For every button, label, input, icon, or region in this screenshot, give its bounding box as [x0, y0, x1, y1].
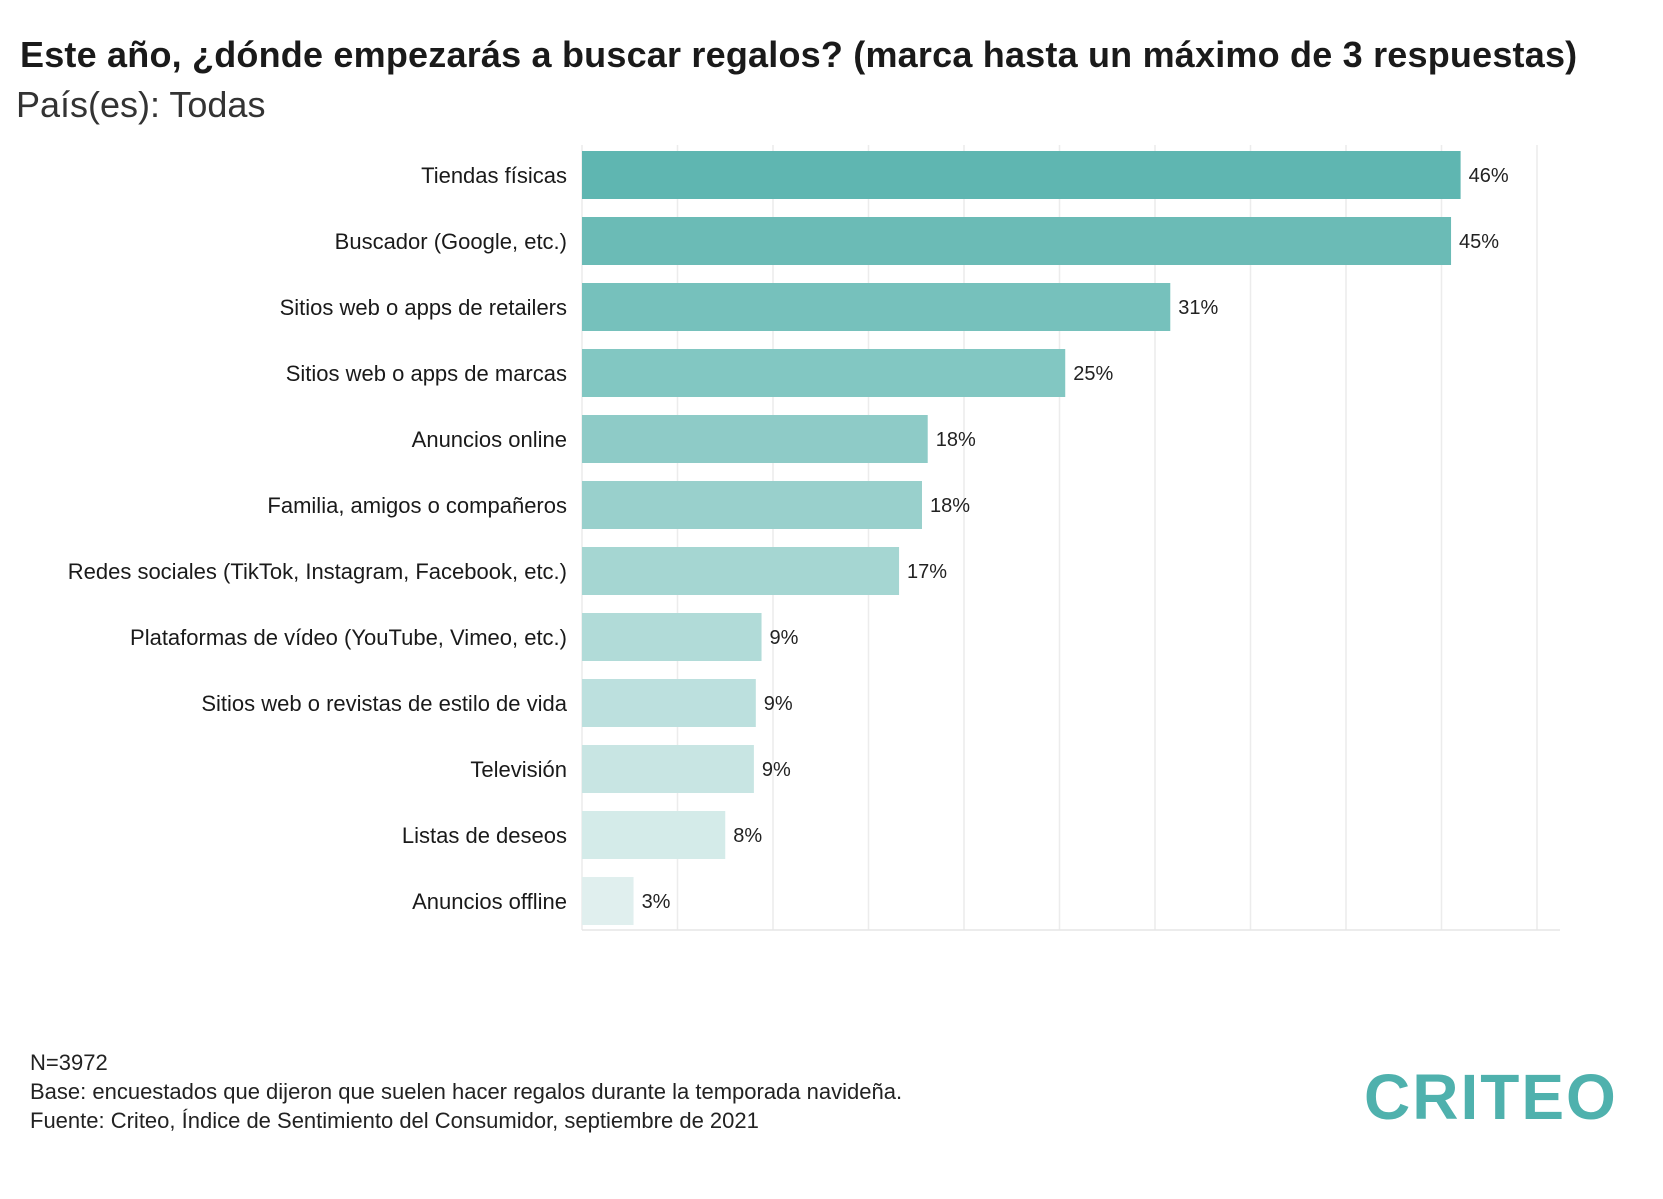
chart-title: Este año, ¿dónde empezarás a buscar rega… [20, 34, 1578, 75]
bar [582, 481, 922, 529]
bar [582, 547, 900, 595]
bar [582, 217, 1452, 265]
data-label: 9% [764, 693, 793, 715]
bar [582, 745, 754, 793]
bar [582, 283, 1171, 331]
category-label: Televisión [470, 757, 567, 782]
source-note: Fuente: Criteo, Índice de Sentimiento de… [30, 1108, 759, 1133]
bar [582, 613, 762, 661]
category-label: Familia, amigos o compañeros [267, 493, 567, 518]
base-note: Base: encuestados que dijeron que suelen… [30, 1079, 903, 1104]
chart-subtitle: País(es): Todas [16, 84, 266, 125]
data-label: 45% [1459, 231, 1499, 253]
value-labels: 46% 45% 31% 25% 18% 18% 17% 9% 9% 9% 8% 3% [642, 165, 1509, 913]
category-label: Sitios web o apps de marcas [286, 361, 567, 386]
bar [582, 811, 726, 859]
bar-chart: Tiendas físicas Buscador (Google, etc.) Si… [68, 145, 1560, 931]
data-label: 9% [770, 627, 799, 649]
category-label: Redes sociales (TikTok, Instagram, Faceb… [68, 559, 567, 584]
gridlines [581, 145, 1560, 931]
bar [582, 679, 756, 727]
category-label: Tiendas físicas [421, 163, 567, 188]
category-label: Sitios web o apps de retailers [280, 295, 567, 320]
bar [582, 151, 1461, 199]
data-label: 18% [930, 495, 970, 517]
data-label: 3% [642, 891, 671, 913]
data-label: 17% [907, 561, 947, 583]
criteo-logo: CRITEO [1364, 1061, 1618, 1133]
data-label: 8% [733, 825, 762, 847]
data-label: 25% [1073, 363, 1113, 385]
sample-size: N=3972 [30, 1050, 108, 1075]
bars [582, 151, 1461, 925]
bar [582, 415, 928, 463]
bar [582, 349, 1066, 397]
data-label: 18% [936, 429, 976, 451]
category-label: Buscador (Google, etc.) [335, 229, 567, 254]
category-label: Anuncios offline [412, 889, 567, 914]
category-label: Sitios web o revistas de estilo de vida [201, 691, 567, 716]
data-label: 9% [762, 759, 791, 781]
data-label: 46% [1469, 165, 1509, 187]
category-label: Listas de deseos [402, 823, 567, 848]
category-label: Plataformas de vídeo (YouTube, Vimeo, et… [130, 625, 567, 650]
bar [582, 877, 634, 925]
category-label: Anuncios online [412, 427, 567, 452]
data-label: 31% [1178, 297, 1218, 319]
category-labels: Tiendas físicas Buscador (Google, etc.) Si… [68, 163, 568, 914]
footer-notes: N=3972 Base: encuestados que dijeron que… [30, 1048, 902, 1135]
